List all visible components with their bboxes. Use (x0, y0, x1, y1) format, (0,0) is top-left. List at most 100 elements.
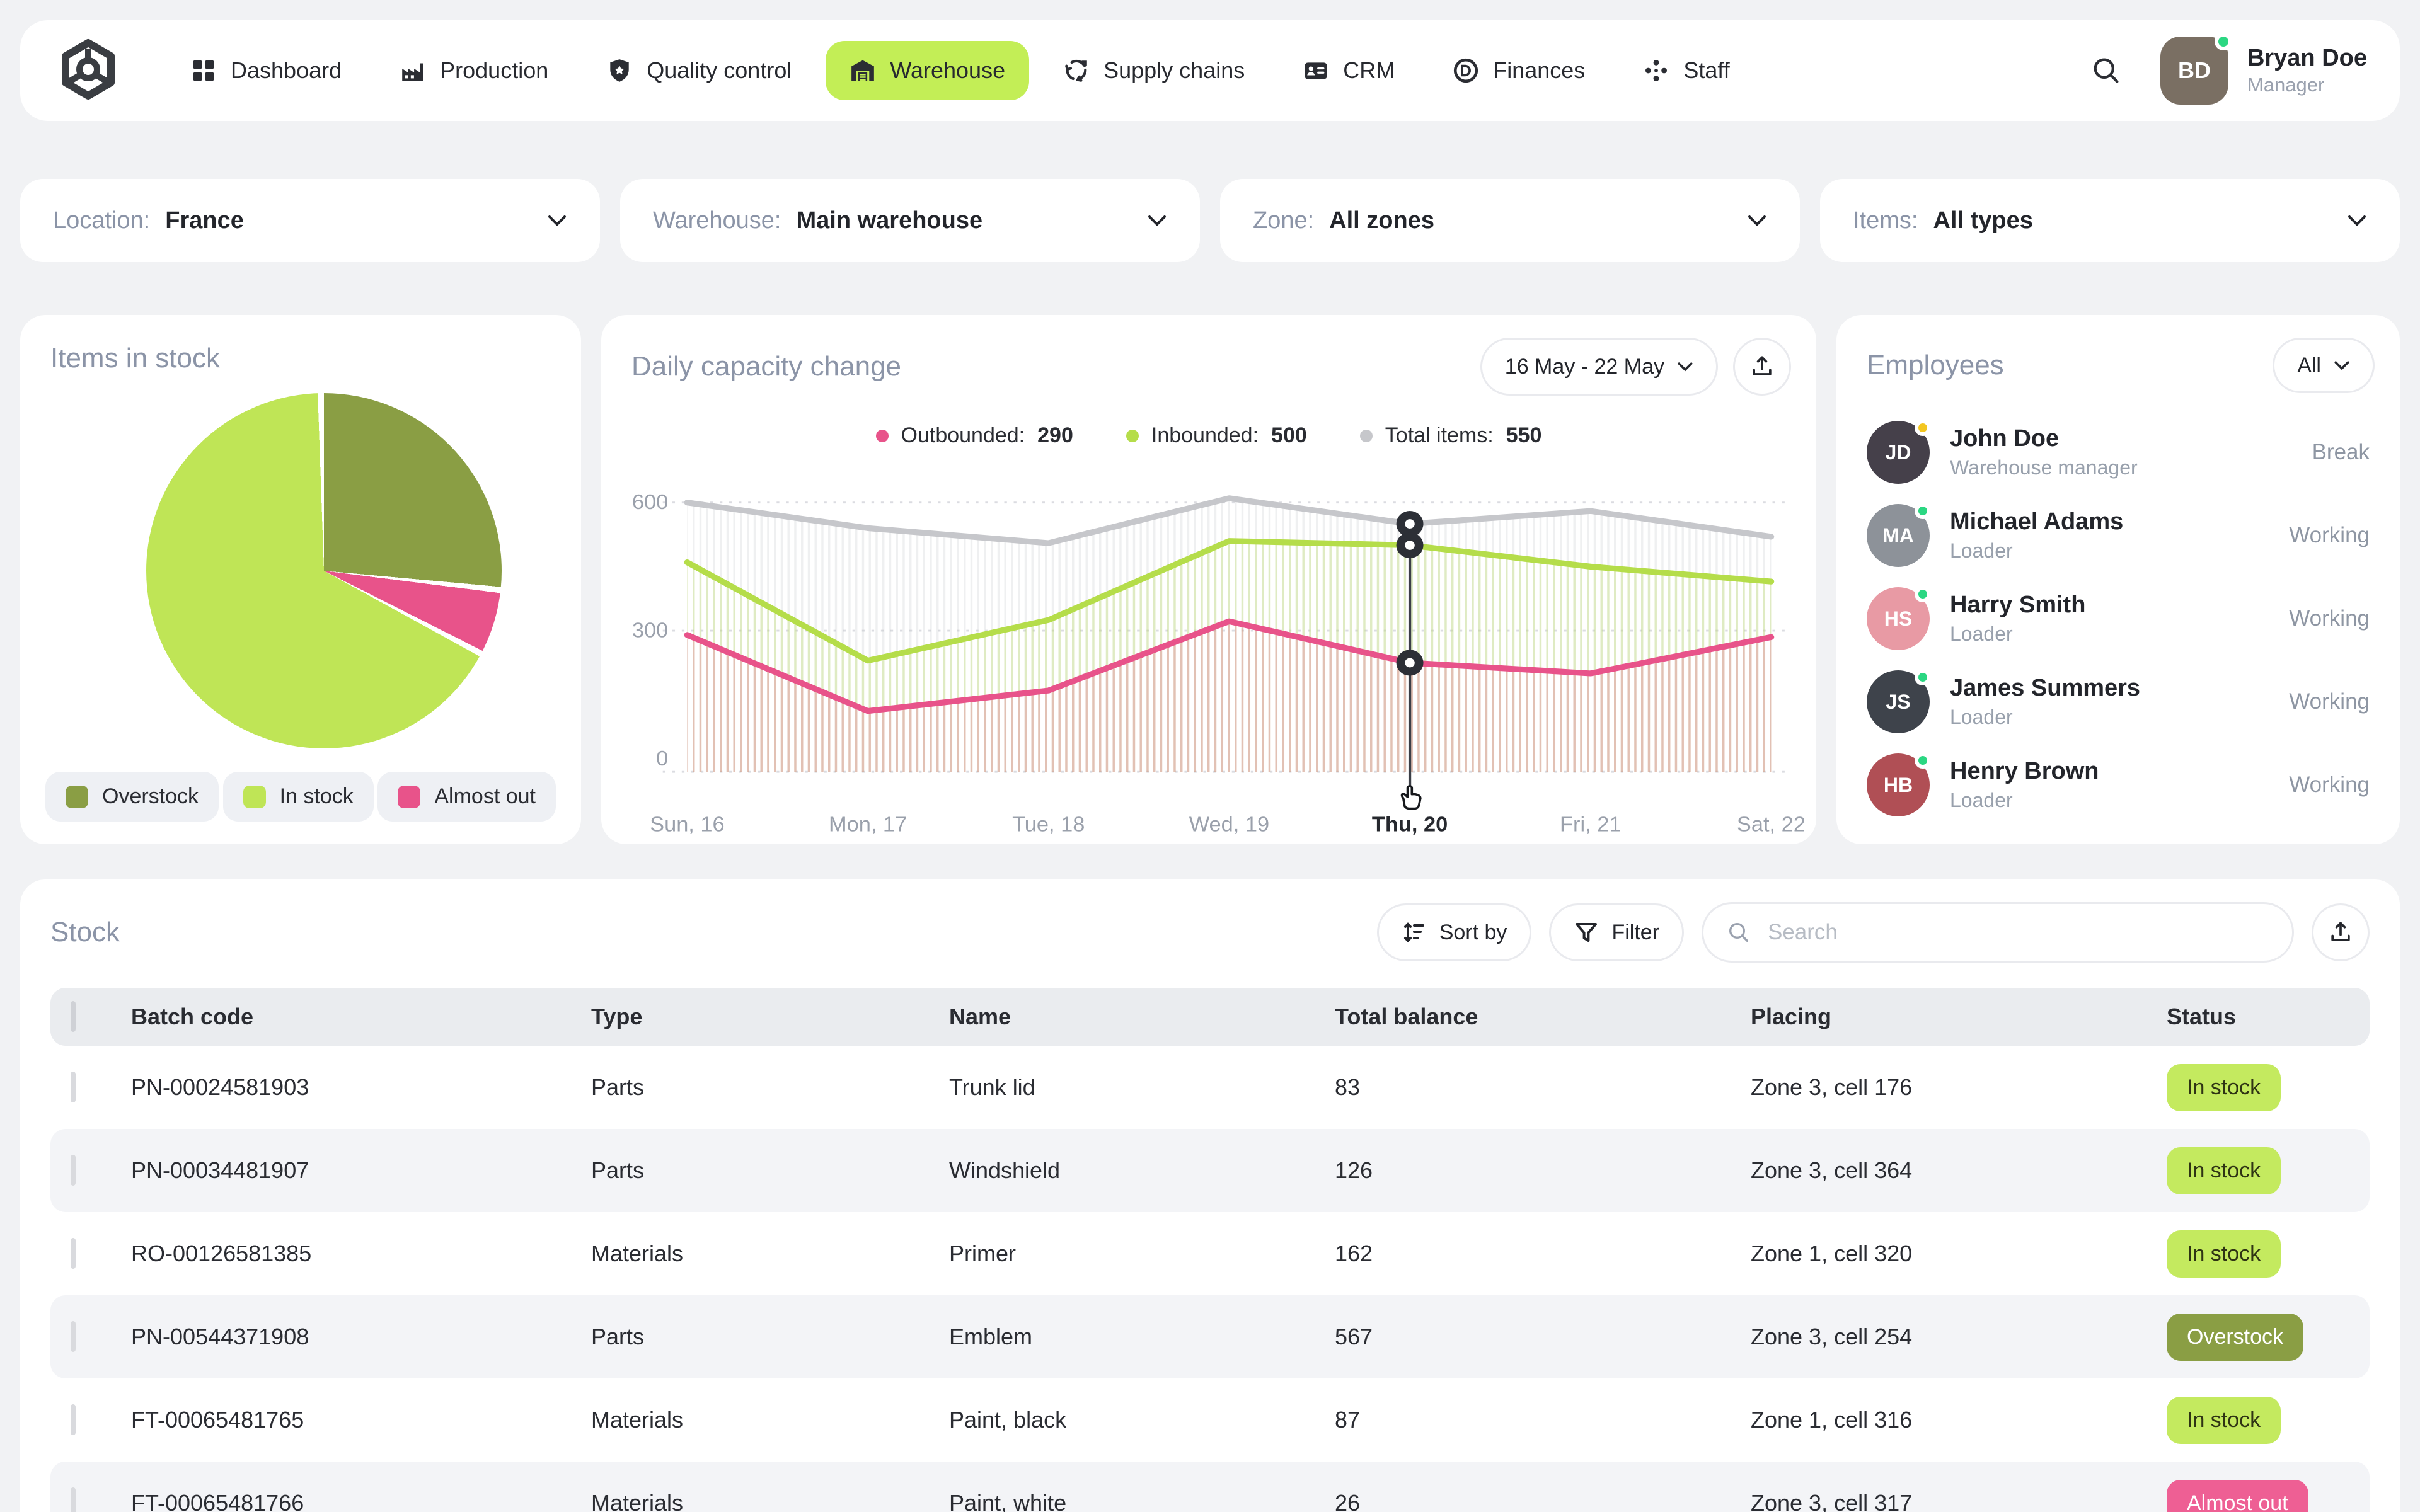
row-checkbox[interactable] (71, 1404, 76, 1435)
nav-label: CRM (1343, 57, 1395, 83)
row-checkbox[interactable] (71, 1321, 76, 1352)
legend-label: In stock (279, 784, 354, 808)
chevron-down-icon (1747, 214, 1767, 227)
export-icon (2327, 919, 2354, 946)
in-stock-swatch (243, 785, 266, 808)
capacity-line-chart[interactable]: 600 300 0 Sun, 16 Mon, 17 Tue, 18 Wed, 19 Thu, … (611, 464, 1804, 839)
cell-name: Trunk lid (949, 1074, 1035, 1100)
filter-label: Filter (1611, 920, 1659, 944)
filter-label: Location: (53, 207, 151, 234)
list-item[interactable]: HB Henry Brown Loader Working (1867, 743, 2370, 827)
presence-dot (1915, 586, 1931, 602)
app-logo-icon[interactable] (53, 35, 124, 106)
list-item[interactable]: JS James Summers Loader Working (1867, 660, 2370, 743)
employee-name: Harry Smith (1950, 592, 2086, 618)
row-checkbox[interactable] (71, 1155, 76, 1186)
nav-label: Staff (1683, 57, 1730, 83)
card-title: Daily capacity change (631, 351, 902, 382)
cell-placing: Zone 3, cell 176 (1751, 1074, 1913, 1100)
employee-role: Loader (1950, 789, 2013, 811)
presence-dot (1915, 669, 1931, 685)
filter-button[interactable]: Filter (1549, 903, 1684, 961)
legend-almost-out: Almost out (377, 772, 556, 822)
overstock-swatch (66, 785, 88, 808)
search-icon (1726, 920, 1751, 945)
legend-label: Overstock (102, 784, 199, 808)
sort-icon (1402, 920, 1427, 945)
date-range-value: 16 May - 22 May (1504, 354, 1664, 379)
pie-legend: Overstock In stock Almost out (45, 772, 556, 822)
daily-capacity-card: Daily capacity change 16 May - 22 May Ou… (601, 315, 1816, 844)
row-checkbox[interactable] (71, 1238, 76, 1269)
legend-label: Almost out (434, 784, 536, 808)
date-range-selector[interactable]: 16 May - 22 May (1480, 338, 1718, 396)
nav-item-supply-chains[interactable]: Supply chains (1039, 41, 1269, 100)
cell-placing: Zone 3, cell 317 (1751, 1490, 1913, 1512)
cell-placing: Zone 1, cell 316 (1751, 1407, 1913, 1433)
filter-value: All types (1933, 207, 2033, 234)
user-menu[interactable]: BD Bryan Doe Manager (2160, 33, 2367, 105)
employee-status: Working (2289, 523, 2370, 547)
list-item[interactable]: HS Harry Smith Loader Working (1867, 577, 2370, 660)
legend-overstock: Overstock (45, 772, 219, 822)
search-icon[interactable] (2090, 54, 2123, 87)
nav-item-staff[interactable]: Staff (1619, 41, 1753, 100)
col-total-balance: Total balance (1335, 1004, 1478, 1029)
cell-batch: PN-00034481907 (131, 1157, 309, 1183)
employees-filter-dropdown[interactable]: All (2273, 338, 2375, 393)
export-chart-button[interactable] (1733, 338, 1791, 396)
warehouse-filter[interactable]: Warehouse: Main warehouse (620, 179, 1200, 262)
stock-pie-chart[interactable] (146, 393, 502, 748)
filter-label: Items: (1853, 207, 1918, 234)
nav-label: Supply chains (1103, 57, 1245, 83)
cell-batch: FT-00065481765 (131, 1407, 304, 1433)
sort-by-button[interactable]: Sort by (1376, 903, 1532, 961)
cell-placing: Zone 1, cell 320 (1751, 1240, 1913, 1266)
cell-type: Parts (591, 1157, 645, 1183)
location-filter[interactable]: Location: France (20, 179, 600, 262)
employees-card: Employees All JD John Doe Warehouse manag… (1836, 315, 2400, 844)
zone-filter[interactable]: Zone: All zones (1220, 179, 1800, 262)
cell-type: Materials (591, 1490, 684, 1512)
row-checkbox[interactable] (71, 1072, 76, 1102)
nav-item-crm[interactable]: CRM (1279, 41, 1419, 100)
nav-item-dashboard[interactable]: Dashboard (166, 41, 366, 100)
employee-name: James Summers (1950, 675, 2141, 701)
table-row[interactable]: PN-00034481907 Parts Windshield 126 Zone… (50, 1129, 2370, 1212)
nav-item-production[interactable]: Production (376, 41, 572, 100)
almost-out-swatch (398, 785, 421, 808)
table-row[interactable]: PN-00544371908 Parts Emblem 567 Zone 3, … (50, 1295, 2370, 1378)
inbounded-dot (1126, 429, 1139, 442)
nav-item-quality-control[interactable]: Quality control (582, 41, 815, 100)
nav-label: Dashboard (231, 57, 342, 83)
employee-status: Working (2289, 772, 2370, 797)
main-menu: Dashboard Production Quality control War… (166, 41, 1754, 100)
list-item[interactable]: MA Michael Adams Loader Working (1867, 494, 2370, 577)
filter-value: Main warehouse (796, 207, 983, 234)
items-filter[interactable]: Items: All types (1820, 179, 2400, 262)
table-row[interactable]: PN-00024581903 Parts Trunk lid 83 Zone 3… (50, 1046, 2370, 1129)
table-row[interactable]: FT-00065481766 Materials Paint, white 26… (50, 1462, 2370, 1512)
table-row[interactable]: FT-00065481765 Materials Paint, black 87… (50, 1378, 2370, 1462)
supply-chain-icon (1063, 57, 1090, 84)
svg-text:600: 600 (632, 491, 668, 514)
svg-text:Mon, 17: Mon, 17 (829, 813, 907, 836)
cell-name: Emblem (949, 1324, 1033, 1349)
table-row[interactable]: RO-00126581385 Materials Primer 162 Zone… (50, 1212, 2370, 1295)
factory-icon (400, 57, 426, 84)
legend-value: 500 (1271, 423, 1307, 447)
nav-item-finances[interactable]: Finances (1429, 41, 1609, 100)
nav-item-warehouse[interactable]: Warehouse (826, 41, 1030, 100)
filter-label: Warehouse: (653, 207, 781, 234)
select-all-checkbox[interactable] (71, 1001, 76, 1032)
nav-label: Quality control (647, 57, 792, 83)
search-input[interactable] (1765, 919, 2269, 946)
legend-inbounded: Inbounded: 500 (1126, 423, 1307, 448)
list-item[interactable]: JD John Doe Warehouse manager Break (1867, 411, 2370, 494)
export-table-button[interactable] (2312, 903, 2370, 961)
presence-dot (1915, 752, 1931, 769)
legend-label: Inbounded: (1151, 423, 1259, 447)
filter-label: Zone: (1253, 207, 1315, 234)
cell-placing: Zone 3, cell 364 (1751, 1157, 1913, 1183)
row-checkbox[interactable] (71, 1487, 76, 1512)
